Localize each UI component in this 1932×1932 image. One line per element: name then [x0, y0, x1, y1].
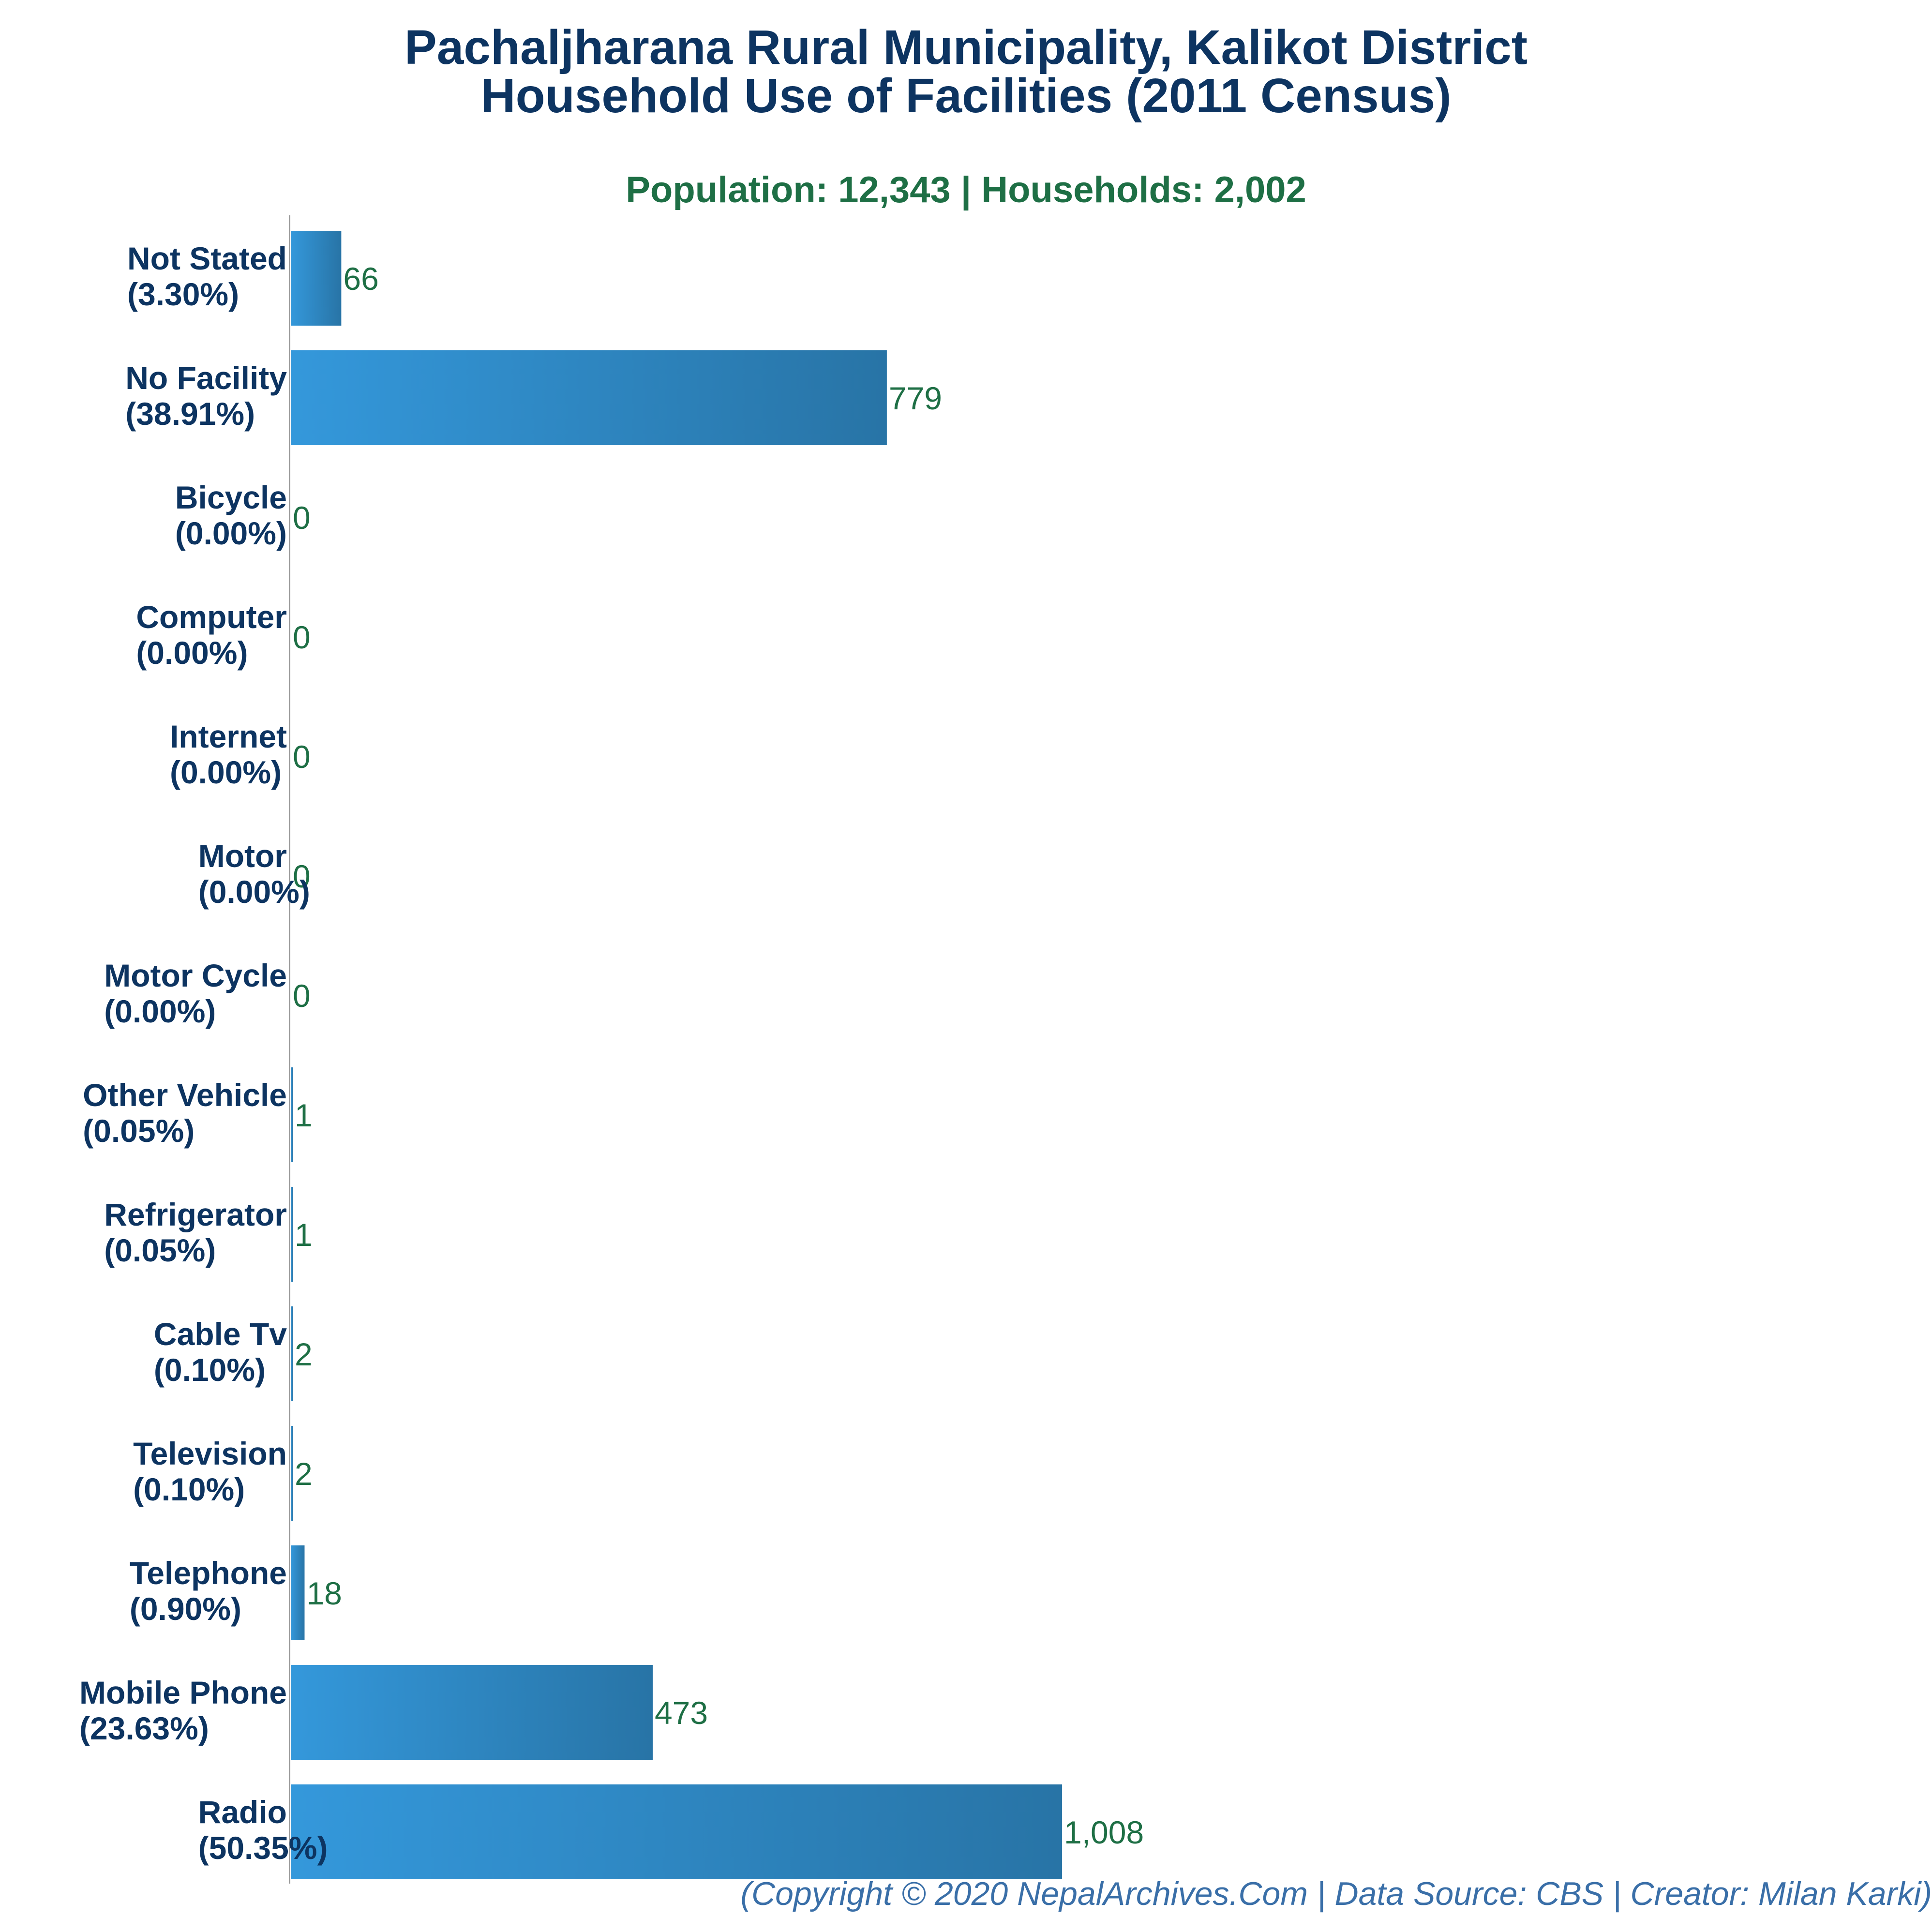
value-label: 0 [293, 978, 311, 1014]
category-percent-label: (0.00%) [104, 993, 216, 1029]
category-label: Radio [198, 1794, 287, 1830]
chart-title-line-1: Pachaljharana Rural Municipality, Kaliko… [404, 20, 1528, 75]
category-label: Motor [198, 838, 287, 874]
value-label: 0 [293, 500, 311, 536]
bar-television [291, 1426, 293, 1521]
value-label: 779 [889, 380, 942, 416]
value-label: 473 [655, 1695, 708, 1731]
category-label: Not Stated [127, 240, 287, 276]
bar-not-stated [291, 231, 342, 326]
bar-refrigerator [291, 1187, 293, 1282]
value-label: 0 [293, 619, 311, 655]
bar-mobile-phone [291, 1665, 653, 1760]
category-percent-label: (38.91%) [125, 396, 255, 432]
category-percent-label: (0.00%) [175, 515, 287, 551]
value-label: 0 [293, 858, 311, 894]
category-percent-label: (0.00%) [170, 754, 282, 790]
category-label: Refrigerator [104, 1197, 287, 1232]
category-percent-label: (0.10%) [133, 1471, 245, 1507]
category-label: Motor Cycle [104, 958, 287, 993]
category-percent-label: (50.35%) [198, 1830, 328, 1866]
value-label: 0 [293, 739, 311, 775]
category-percent-label: (0.00%) [136, 635, 248, 671]
category-label: Telephone [130, 1555, 287, 1591]
chart-title-line-2: Household Use of Facilities (2011 Census… [480, 69, 1452, 123]
category-label: Cable Tv [154, 1316, 287, 1352]
value-label: 1 [295, 1217, 313, 1253]
category-label: Internet [170, 719, 287, 754]
category-percent-label: (3.30%) [127, 276, 239, 312]
value-label: 66 [343, 261, 378, 297]
bar-cable-tv [291, 1306, 293, 1401]
category-percent-label: (0.10%) [154, 1352, 266, 1388]
bar-radio [291, 1784, 1063, 1879]
category-label: Other Vehicle [83, 1077, 287, 1113]
category-label: Television [133, 1436, 287, 1471]
category-percent-label: (0.00%) [198, 874, 310, 910]
copyright-footer: (Copyright © 2020 NepalArchives.Com | Da… [740, 1875, 1932, 1912]
value-label: 18 [306, 1575, 342, 1611]
bar-no-facility [291, 350, 887, 445]
value-label: 1 [295, 1097, 313, 1133]
bar-other-vehicle [291, 1067, 293, 1162]
category-percent-label: (0.05%) [104, 1232, 216, 1268]
category-label: Mobile Phone [79, 1675, 287, 1710]
chart-subtitle: Population: 12,343 | Households: 2,002 [626, 169, 1306, 210]
category-percent-label: (0.05%) [83, 1113, 195, 1149]
value-label: 2 [295, 1336, 313, 1372]
category-percent-label: (23.63%) [79, 1710, 209, 1746]
value-label: 1,008 [1064, 1814, 1144, 1850]
category-label: No Facility [125, 360, 287, 396]
bar-telephone [291, 1545, 305, 1640]
category-label: Computer [136, 599, 287, 635]
category-label: Bicycle [175, 479, 287, 515]
value-label: 2 [295, 1456, 313, 1492]
category-percent-label: (0.90%) [130, 1591, 241, 1627]
